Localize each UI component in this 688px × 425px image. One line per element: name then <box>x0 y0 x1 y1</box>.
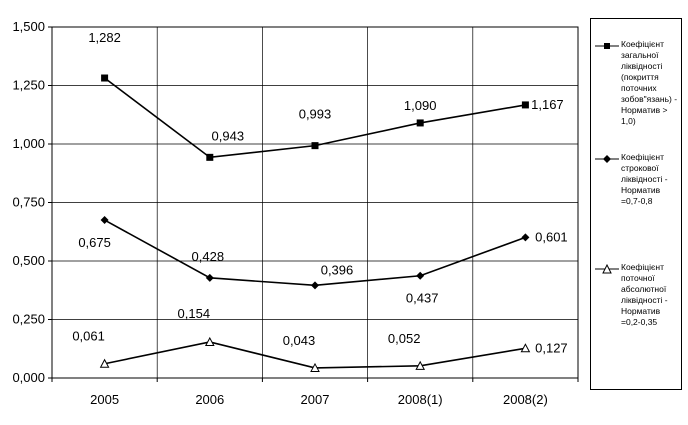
diamond-marker-icon <box>595 155 619 163</box>
data-point-triangle <box>520 343 531 353</box>
legend-label-total-liquidity: Коефіцієнт загальної ліквідності (покрит… <box>621 39 678 126</box>
data-label: 0,043 <box>283 333 316 348</box>
legend-item-absolute-liquidity: Коефіцієнт поточної абсолютної ліквіднос… <box>595 262 681 328</box>
data-label: 0,127 <box>535 340 568 355</box>
x-tick-label: 2008(2) <box>503 392 548 407</box>
data-label: 1,090 <box>404 98 437 113</box>
legend-item-term-liquidity: Коефіцієнт строкової ліквідності - Норма… <box>595 152 681 207</box>
y-tick-label: 1,000 <box>12 136 45 151</box>
data-label: 0,675 <box>78 235 111 250</box>
y-tick-label: 1,250 <box>12 78 45 93</box>
y-tick-label: 0,250 <box>12 312 45 327</box>
y-tick-label: 0,750 <box>12 195 45 210</box>
data-label: 1,167 <box>531 97 564 112</box>
data-point-diamond <box>311 281 319 290</box>
data-point-square <box>101 74 109 82</box>
y-tick-label: 1,500 <box>12 19 45 34</box>
data-label: 0,154 <box>178 306 211 321</box>
data-point-square <box>206 153 214 161</box>
data-point-triangle <box>99 358 110 368</box>
x-tick-label: 2006 <box>195 392 224 407</box>
data-point-diamond <box>521 233 530 242</box>
legend-item-total-liquidity: Коефіцієнт загальної ліквідності (покрит… <box>595 39 681 127</box>
data-label: 0,943 <box>212 128 245 143</box>
data-label: 0,993 <box>299 107 332 122</box>
legend: Коефіцієнт загальної ліквідності (покрит… <box>590 18 682 390</box>
data-label: 0,061 <box>72 329 105 344</box>
data-label: 0,601 <box>535 229 568 244</box>
y-tick-label: 0,500 <box>12 253 45 268</box>
data-point-diamond <box>416 271 425 280</box>
x-tick-label: 2007 <box>301 392 330 407</box>
data-label: 0,052 <box>388 331 421 346</box>
data-label: 0,437 <box>406 291 439 306</box>
data-label: 1,282 <box>88 30 121 45</box>
y-tick-label: 0,000 <box>12 370 45 385</box>
data-label: 0,428 <box>192 249 225 264</box>
legend-label-term-liquidity: Коефіцієнт строкової ліквідності - Норма… <box>621 152 668 206</box>
data-point-square <box>521 101 529 109</box>
square-marker-icon <box>595 43 619 49</box>
data-point-square <box>311 142 319 150</box>
data-point-square <box>416 119 424 127</box>
data-point-diamond <box>205 273 214 282</box>
data-point-diamond <box>100 216 109 225</box>
x-tick-label: 2005 <box>90 392 119 407</box>
data-point-triangle <box>310 362 320 372</box>
triangle-marker-icon <box>595 264 619 274</box>
data-label: 0,396 <box>321 262 354 277</box>
data-point-triangle <box>415 360 426 370</box>
legend-label-absolute-liquidity: Коефіцієнт поточної абсолютної ліквіднос… <box>621 262 668 327</box>
x-tick-label: 2008(1) <box>398 392 443 407</box>
data-point-triangle <box>204 336 215 346</box>
